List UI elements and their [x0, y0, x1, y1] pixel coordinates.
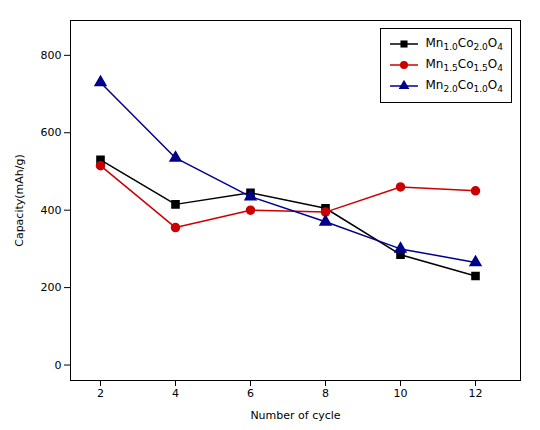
svg-text:12: 12	[469, 387, 483, 400]
svg-text:10: 10	[394, 387, 408, 400]
svg-text:4: 4	[172, 387, 179, 400]
svg-text:2: 2	[97, 387, 104, 400]
svg-text:Capacity(mAh/g): Capacity(mAh/g)	[13, 154, 26, 247]
svg-text:600: 600	[41, 126, 62, 139]
html-text:Mn1.0Co2.0O4: Mn1.0Co2.0O4	[425, 36, 503, 53]
html-text:Mn1.5Co1.5O4: Mn1.5Co1.5O4	[425, 56, 503, 74]
html-text:Mn2.0Co1.0O4: Mn2.0Co1.0O4	[425, 77, 503, 95]
svg-text:Number of cycle: Number of cycle	[250, 409, 340, 422]
svg-text:400: 400	[41, 204, 62, 217]
svg-text:200: 200	[41, 281, 62, 294]
svg-text:6: 6	[247, 387, 254, 400]
svg-text:8: 8	[322, 387, 329, 400]
svg-text:800: 800	[41, 49, 62, 62]
svg-text:0: 0	[55, 359, 62, 372]
